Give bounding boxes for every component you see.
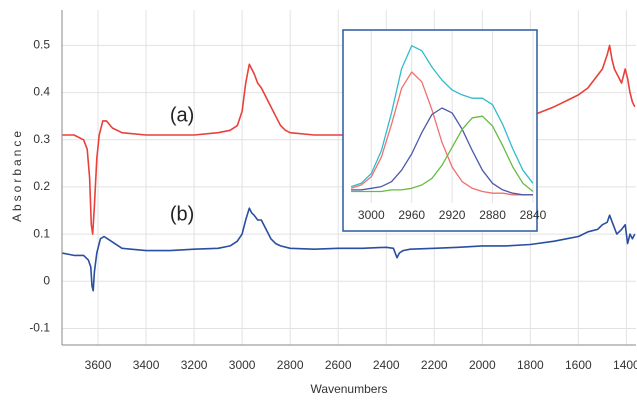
x-tick-label: 3600: [85, 358, 112, 372]
x-tick-label: 2200: [421, 358, 448, 372]
x-tick-label: 3400: [133, 358, 160, 372]
y-tick-label: 0.3: [33, 132, 50, 146]
x-tick-label: 2960: [398, 208, 425, 222]
series-line: [62, 44, 636, 235]
series-line: [350, 45, 534, 188]
x-tick-label: 2600: [325, 358, 352, 372]
annotation: (a): [170, 104, 194, 126]
x-tick-label: 2840: [520, 208, 547, 222]
plot-area: [350, 31, 534, 203]
x-tick-label: 2000: [469, 358, 496, 372]
x-tick-label: 2400: [373, 358, 400, 372]
series-line: [350, 71, 533, 196]
x-tick-label: 1400: [613, 358, 637, 372]
y-axis-label: Absorbance: [10, 128, 24, 222]
series-line: [351, 115, 534, 193]
x-tick-label: 2920: [439, 208, 466, 222]
x-tick-label: 3000: [358, 208, 385, 222]
y-tick-label: 0: [43, 273, 50, 287]
annotation: (b): [170, 204, 194, 226]
x-axis-label: Wavenumbers: [311, 382, 388, 396]
y-tick-label: 0.5: [33, 38, 50, 52]
x-tick-label: 1800: [517, 358, 544, 372]
series-line: [351, 107, 533, 196]
x-tick-label: 2800: [277, 358, 304, 372]
series-line: [62, 207, 636, 292]
y-tick-label: -0.1: [29, 321, 50, 335]
x-tick-label: 3200: [181, 358, 208, 372]
inset-background: [342, 29, 538, 232]
y-tick-label: 0.1: [33, 226, 50, 240]
x-tick-label: 1600: [565, 358, 592, 372]
x-tick-label: 3000: [229, 358, 256, 372]
y-tick-label: 0.4: [33, 85, 50, 99]
x-tick-label: 2880: [479, 208, 506, 222]
y-tick-label: 0.2: [33, 179, 50, 193]
